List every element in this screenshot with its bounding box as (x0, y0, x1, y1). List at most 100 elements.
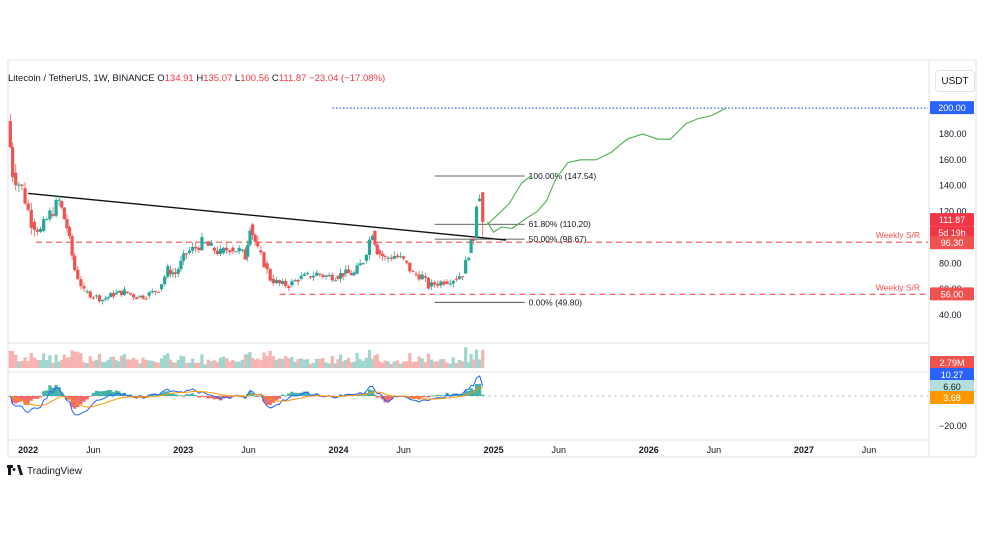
macd-histogram-bar (448, 394, 452, 396)
candle-body (57, 199, 61, 201)
candle-body (439, 281, 443, 286)
x-tick-label: 2024 (328, 445, 348, 455)
volume-bar (346, 357, 351, 368)
volume-bar (305, 359, 310, 368)
macd-histogram-bar (243, 396, 247, 399)
candle-body (308, 276, 313, 278)
macd-histogram-bar (429, 395, 434, 397)
candle-body (45, 219, 49, 221)
candle-body (341, 273, 345, 277)
x-tick-label: 2027 (794, 445, 814, 455)
y-tick-label: 40.00 (939, 310, 962, 320)
candle-body (62, 207, 66, 220)
macd-histogram-bar (380, 396, 385, 400)
currency-button[interactable]: USDT (935, 70, 975, 92)
x-tick-label: Jun (241, 445, 256, 455)
macd-histogram-bar (268, 396, 272, 406)
candle-body (114, 292, 118, 295)
macd-histogram-bar (281, 394, 285, 396)
macd-histogram-bar (344, 394, 348, 396)
macd-histogram-bar (433, 395, 437, 397)
macd-histogram-bar (439, 395, 443, 396)
close-label: C (271, 73, 279, 84)
volume-bar (367, 349, 372, 368)
volume-bar (284, 355, 288, 368)
macd-histogram-bar (91, 392, 95, 396)
macd-histogram-bar (361, 395, 365, 397)
candle-body (299, 275, 303, 279)
macd-histogram-bar (65, 396, 69, 400)
candle-body (109, 293, 113, 298)
volume-bar (277, 358, 282, 368)
macd-histogram-bar (38, 396, 43, 398)
macd-histogram-bar (265, 396, 269, 405)
macd-value-tag-bg (930, 380, 974, 393)
candle-body (284, 280, 288, 287)
candle-body (460, 276, 465, 278)
candle-body (88, 291, 92, 298)
candle-body (414, 273, 418, 275)
volume-group (8, 347, 485, 368)
volume-bar (467, 362, 471, 368)
candle-body (54, 199, 58, 216)
candle-body (426, 277, 431, 289)
volume-bar (460, 361, 465, 368)
volume-bar (417, 356, 421, 368)
volume-bar (315, 358, 319, 368)
macd-histogram-bar (271, 396, 275, 403)
volume-bar (67, 357, 72, 368)
macd-histogram-bar (182, 396, 186, 397)
candle-body (417, 274, 421, 280)
sr-tag-2-bg (930, 287, 974, 301)
candle-body (42, 219, 46, 231)
volume-bar (414, 361, 418, 368)
candle-body (248, 230, 252, 245)
volume-bar (23, 357, 27, 368)
macd-group (8, 383, 485, 409)
candle-body (228, 250, 232, 253)
candle-body (315, 272, 319, 276)
candle-body (141, 295, 145, 299)
candle-body (373, 230, 377, 245)
candle-body (433, 282, 437, 285)
candle-body (222, 247, 226, 253)
macd-hist-tag: 10.27 (941, 370, 964, 380)
candle-body (179, 260, 183, 270)
macd-histogram-bar (346, 394, 351, 396)
macd-histogram-bar (60, 392, 64, 396)
last-price-tag: 111.87 (939, 215, 965, 225)
candle-body (253, 234, 257, 242)
volume-bar (203, 364, 207, 368)
volume-bar (8, 350, 12, 368)
volume-bar (358, 359, 362, 368)
volume-bar (38, 360, 43, 368)
macd-histogram-bar (11, 396, 15, 403)
candle-body (29, 209, 33, 228)
candle-body (302, 274, 306, 276)
candle-body (402, 256, 406, 259)
volume-bar (290, 356, 294, 368)
volume-bar (182, 356, 186, 368)
candle-body (262, 252, 266, 268)
signal-value-tag-bg (930, 391, 974, 404)
signal-line (10, 386, 483, 408)
target-price-tag-bg (930, 101, 974, 115)
candle-body (168, 269, 172, 275)
candle-body (318, 273, 322, 275)
candle-body (312, 275, 316, 278)
candle-body (240, 249, 244, 251)
macd-histogram-bar (23, 396, 27, 405)
candle-body (209, 242, 213, 246)
y-tick-label: 180.00 (939, 129, 967, 139)
volume-bar (225, 358, 229, 368)
trendline (28, 192, 507, 241)
candle-body (445, 281, 449, 284)
candle-body (11, 147, 15, 178)
macd-histogram-bar (296, 392, 300, 396)
candle-body (296, 280, 300, 282)
volume-bar (218, 357, 223, 368)
macd-value-tag: 6.60 (943, 382, 961, 392)
macd-histogram-bar (460, 393, 465, 396)
volume-bar (436, 361, 440, 368)
